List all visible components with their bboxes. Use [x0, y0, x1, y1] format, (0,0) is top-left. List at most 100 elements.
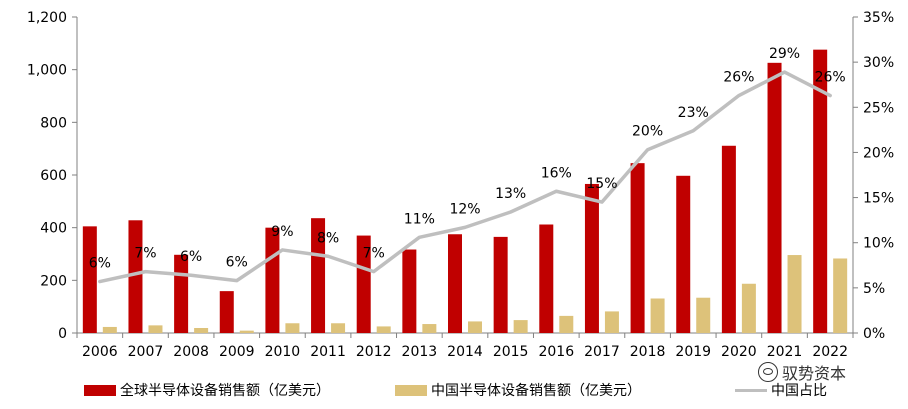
bar-china: [650, 298, 665, 333]
bar-china: [194, 327, 209, 333]
bar-global: [356, 235, 371, 333]
y-right-tick-label: 20%: [863, 145, 894, 161]
bar-global: [174, 254, 189, 333]
bar-china: [376, 326, 391, 333]
chart-bars: [82, 49, 848, 334]
y-right-tick-label: 35%: [863, 10, 894, 26]
x-tick-label: 2019: [675, 344, 711, 360]
y-left-tick-label: 0: [58, 326, 67, 342]
x-tick-label: 2008: [173, 344, 209, 360]
y-right-tick-label: 30%: [863, 55, 894, 71]
y-left-tick-label: 800: [40, 115, 67, 131]
legend-label-global: 全球半导体设备销售额（亿美元）: [120, 383, 330, 399]
x-tick-label: 2014: [447, 344, 483, 360]
chart-axes: 0 200 400 600 800 1,000 1,200 0% 5% 10% 15% 20% 25% 3…: [27, 10, 894, 360]
data-label-china-share: 20%: [632, 124, 663, 140]
watermark-text: 驭势资本: [782, 364, 847, 383]
data-label-china-share: 26%: [723, 70, 754, 86]
y-right-tick-label: 0%: [863, 326, 885, 342]
bar-global: [82, 226, 97, 333]
bar-china: [468, 321, 482, 333]
y-left-tick-label: 600: [40, 168, 67, 184]
bar-global: [493, 236, 508, 333]
bar-global: [630, 163, 645, 333]
data-label-china-share: 13%: [495, 186, 526, 202]
legend-swatch-share: [735, 388, 767, 392]
x-tick-label: 2021: [767, 344, 803, 360]
bar-global: [813, 49, 828, 334]
bar-china: [696, 297, 711, 333]
x-tick-label: 2016: [538, 344, 574, 360]
x-tick-label: 2009: [219, 344, 255, 360]
line-china-share: [98, 70, 832, 284]
legend-item-global: 全球半导体设备销售额（亿美元）: [84, 380, 330, 400]
data-label-china-share: 8%: [317, 230, 339, 246]
legend-label-share: 中国占比: [771, 383, 827, 399]
x-tick-label: 2007: [128, 344, 164, 360]
x-tick-label: 2015: [493, 344, 529, 360]
bar-china: [604, 311, 619, 333]
y-left-tick-label: 200: [40, 273, 67, 289]
data-label-china-share: 9%: [271, 224, 293, 240]
legend-label-china: 中国半导体设备销售额（亿美元）: [431, 383, 641, 399]
wechat-icon: [758, 362, 778, 382]
y-right-tick-label: 5%: [863, 281, 885, 297]
bar-global: [448, 234, 462, 333]
x-tick-label: 2018: [630, 344, 666, 360]
data-label-china-share: 26%: [815, 70, 846, 86]
bar-china: [559, 315, 574, 333]
chart-line: [98, 70, 832, 284]
bar-china: [422, 324, 437, 333]
bar-global: [265, 227, 280, 333]
x-tick-label: 2017: [584, 344, 620, 360]
bar-global: [584, 183, 599, 333]
y-left-tick-label: 400: [40, 221, 67, 237]
bar-global: [219, 291, 234, 333]
bar-china: [513, 320, 528, 333]
y-right-tick-label: 15%: [863, 191, 894, 207]
x-tick-label: 2013: [402, 344, 438, 360]
x-tick-label: 2011: [310, 344, 346, 360]
legend: 全球半导体设备销售额（亿美元） 中国半导体设备销售额（亿美元） 中国占比: [0, 380, 908, 404]
bar-global: [128, 220, 143, 333]
legend-item-china: 中国半导体设备销售额（亿美元）: [395, 380, 641, 400]
data-label-china-share: 12%: [449, 201, 480, 217]
bar-global: [402, 249, 417, 333]
data-label-china-share: 11%: [404, 211, 435, 227]
bar-global: [676, 175, 691, 333]
data-label-china-share: 7%: [363, 246, 385, 262]
x-tick-label: 2012: [356, 344, 392, 360]
bar-china: [102, 326, 117, 333]
y-right-tick-label: 10%: [863, 236, 894, 252]
bar-global: [311, 218, 326, 333]
data-label-china-share: 6%: [226, 255, 248, 271]
legend-swatch-china: [395, 384, 427, 396]
bar-china: [148, 325, 163, 333]
bar-china: [741, 283, 756, 333]
y-left-tick-label: 1,200: [27, 10, 67, 26]
x-tick-label: 2010: [265, 344, 301, 360]
bar-china: [331, 323, 346, 333]
legend-swatch-global: [84, 384, 116, 396]
data-label-china-share: 23%: [678, 105, 709, 121]
bar-china: [285, 323, 300, 333]
data-label-china-share: 15%: [586, 176, 617, 192]
watermark: 驭势资本: [758, 360, 846, 384]
bar-global: [721, 145, 736, 333]
bar-china: [833, 258, 848, 333]
data-label-china-share: 29%: [769, 46, 800, 62]
legend-item-share: 中国占比: [735, 380, 827, 400]
bar-global: [767, 62, 782, 333]
y-right-tick-label: 25%: [863, 100, 894, 116]
x-tick-label: 2022: [812, 344, 848, 360]
chart-labels: 6% 7% 6% 6% 9% 8% 7% 11% 12% 13% 16% 15% 20% 23% 26% 29…: [89, 46, 846, 271]
y-left-tick-label: 1,000: [27, 63, 67, 79]
data-label-china-share: 16%: [541, 165, 572, 181]
x-tick-label: 2006: [82, 344, 118, 360]
x-tick-label: 2020: [721, 344, 757, 360]
bar-china: [787, 255, 802, 333]
bar-china: [239, 330, 254, 333]
data-label-china-share: 6%: [180, 249, 202, 265]
data-label-china-share: 6%: [89, 256, 111, 272]
